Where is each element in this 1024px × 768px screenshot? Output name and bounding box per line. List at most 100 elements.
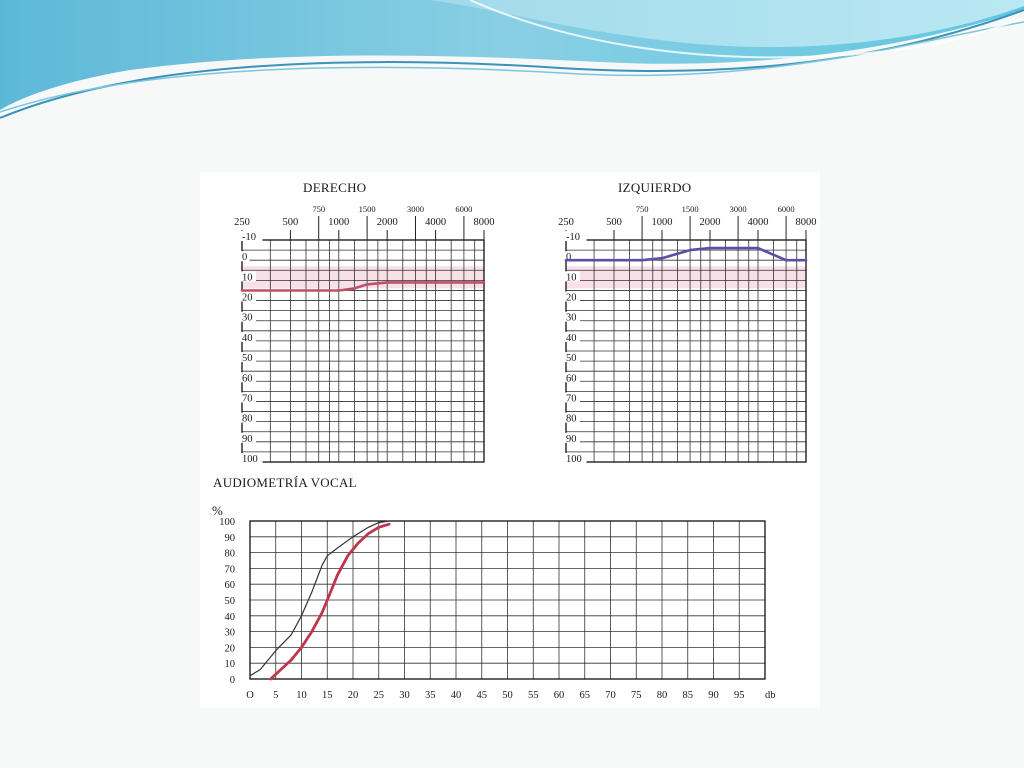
izquierdo-y-label-bg [564, 412, 580, 423]
vocal-y-label: 30 [225, 628, 236, 639]
derecho-y-label: -10 [242, 232, 256, 243]
wave-band-light [430, 0, 1024, 48]
vocal-xlabel: db [765, 690, 776, 701]
izquierdo-title: IZQUIERDO [618, 180, 691, 195]
derecho-title: DERECHO [303, 180, 367, 195]
izquierdo-y-label-bg [564, 271, 580, 282]
derecho-x-minor-label: 1500 [359, 204, 376, 214]
vocal-x-label: O [246, 690, 254, 701]
vocal-x-label: 25 [374, 690, 385, 701]
derecho-x-major-label: 500 [283, 217, 299, 228]
izquierdo-y-label: 70 [566, 393, 577, 404]
vocal-y-label: 50 [225, 596, 236, 607]
izquierdo-y-label-bg [564, 231, 587, 241]
derecho-y-label-bg [240, 311, 256, 322]
izquierdo-y-label-bg [564, 392, 580, 403]
derecho-y-label: 50 [242, 353, 253, 364]
derecho-x-minor-label: 6000 [455, 204, 472, 214]
izquierdo-x-major-label: 2000 [700, 217, 721, 228]
vocal-patient-curve [269, 522, 391, 681]
derecho-y-label-bg [240, 231, 263, 241]
izquierdo-x-major-label: 250 [558, 217, 574, 228]
izquierdo-y-label: 10 [566, 272, 577, 283]
derecho-x-minor-label: 750 [312, 204, 325, 214]
derecho-y-label-bg [240, 331, 256, 342]
izquierdo-y-label: 30 [566, 313, 577, 324]
derecho-y-label-bg [240, 412, 256, 423]
izquierdo-x-minor-label: 750 [636, 204, 649, 214]
derecho-x-major-label: 1000 [328, 217, 349, 228]
vocal-y-label: 10 [225, 659, 236, 670]
vocal-x-label: 55 [528, 690, 539, 701]
derecho-y-label-bg [240, 291, 256, 302]
wave-line-3 [469, 0, 1024, 59]
vocal-y-label: 100 [219, 517, 235, 528]
izquierdo-x-major-label: 1000 [652, 217, 673, 228]
vocal-reference-curve [249, 520, 390, 677]
izquierdo-x-minor-label: 1500 [682, 204, 699, 214]
izquierdo-x-minor-label: 3000 [730, 204, 747, 214]
slide-header-wave [0, 0, 1024, 119]
izquierdo-x-major-label: 500 [606, 217, 622, 228]
vocal-x-label: 65 [580, 690, 591, 701]
derecho-x-minor-label: 3000 [407, 204, 424, 214]
derecho-threshold-line [240, 281, 486, 292]
izquierdo-y-label: 50 [566, 353, 577, 364]
derecho-y-label: 30 [242, 313, 253, 324]
derecho-y-label-bg [240, 271, 256, 282]
derecho-y-label: 60 [242, 373, 253, 384]
vocal-x-label: 40 [451, 690, 462, 701]
vocal-title: AUDIOMETRÍA VOCAL [213, 475, 357, 490]
wave-line-2 [0, 21, 1024, 113]
vocal-frame [249, 520, 766, 680]
izquierdo-normal-band [566, 266, 806, 289]
vocal-x-label: 20 [348, 690, 359, 701]
vocal-x-label: 80 [657, 690, 668, 701]
izquierdo-y-label-bg [564, 291, 580, 302]
izquierdo-y-label: 60 [566, 373, 577, 384]
vocal-x-label: 45 [477, 690, 488, 701]
izquierdo-y-label-bg [564, 251, 574, 262]
vocal-y-label: 0 [230, 675, 235, 686]
vocal-y-label: 90 [225, 533, 236, 544]
audiogram-canvas: DERECHO IZQUIERDO AUDIOMETRÍA VOCAL % db… [212, 180, 817, 701]
derecho-y-label-bg [240, 372, 256, 383]
izquierdo-x-major-label: 8000 [796, 217, 817, 228]
izquierdo-y-label-bg [564, 432, 580, 443]
vocal-x-label: 35 [425, 690, 436, 701]
speech-audiometry-chart: O 5 10 15 20 25 30 35 40 45 50 55 60 65 70 75 80 85 90 95 0 1… [219, 517, 766, 701]
derecho-y-label: 10 [242, 272, 253, 283]
derecho-y-label-bg [240, 432, 256, 443]
vocal-x-label: 90 [708, 690, 719, 701]
vocal-x-label: 50 [502, 690, 513, 701]
vocal-y-label: 40 [225, 612, 236, 623]
vocal-x-label: 75 [631, 690, 642, 701]
vocal-x-label: 70 [605, 690, 616, 701]
derecho-y-label: 80 [242, 414, 253, 425]
derecho-y-label: 20 [242, 293, 253, 304]
vocal-ylabel: % [212, 503, 223, 518]
vocal-x-label: 95 [734, 690, 745, 701]
izquierdo-y-label: -10 [566, 232, 580, 243]
derecho-x-major-label: 250 [234, 217, 250, 228]
izquierdo-y-label: 100 [566, 454, 582, 465]
vocal-x-label: 30 [399, 690, 410, 701]
izquierdo-frame [565, 239, 807, 463]
vocal-y-label: 70 [225, 564, 236, 575]
vocal-y-label: 20 [225, 643, 236, 654]
izquierdo-y-label: 40 [566, 333, 577, 344]
derecho-y-label: 90 [242, 434, 253, 445]
izquierdo-y-label-bg [564, 352, 580, 363]
vocal-x-label: 85 [683, 690, 694, 701]
derecho-x-major-label: 8000 [474, 217, 495, 228]
derecho-y-label: 0 [242, 252, 247, 263]
izquierdo-y-label: 20 [566, 293, 577, 304]
derecho-y-label-bg [240, 251, 250, 262]
derecho-x-major-label: 2000 [377, 217, 398, 228]
derecho-frame [241, 239, 485, 463]
derecho-y-label: 40 [242, 333, 253, 344]
vocal-x-label: 15 [322, 690, 333, 701]
derecho-y-label: 70 [242, 393, 253, 404]
